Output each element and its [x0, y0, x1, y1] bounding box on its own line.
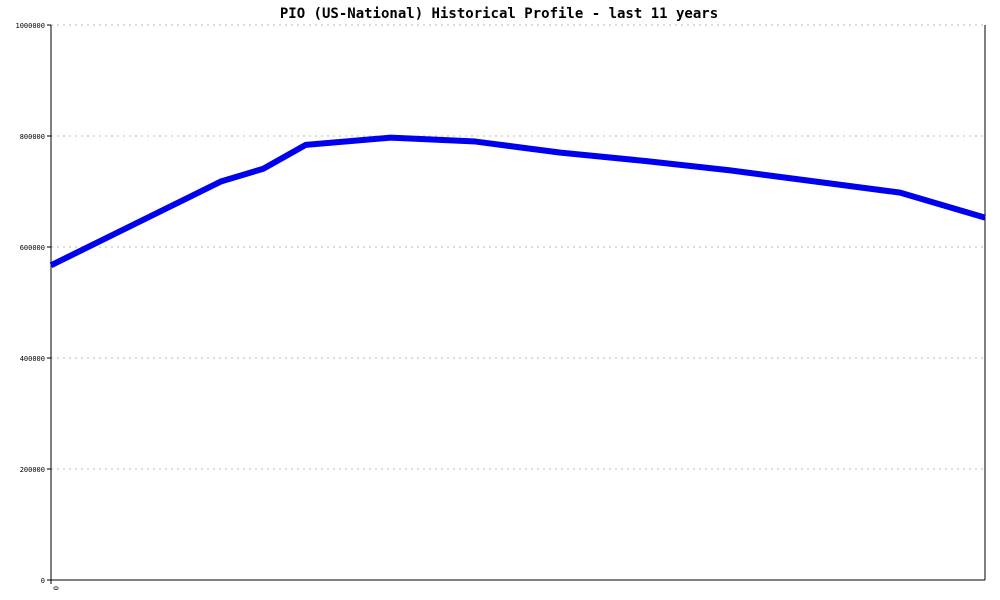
y-tick-label: 1000000	[15, 22, 45, 30]
series-line	[49, 134, 986, 269]
axes	[50, 25, 986, 581]
x-tick-labels: 0	[50, 580, 60, 590]
y-tick-labels: 0 200000 400000 600000 800000 1000000	[15, 22, 51, 585]
y-tick-label: 800000	[20, 133, 45, 141]
y-tick-label: 400000	[20, 355, 45, 363]
chart-title: PIO (US-National) Historical Profile - l…	[280, 6, 718, 22]
grid-lines	[51, 24, 985, 470]
y-tick-label: 200000	[20, 466, 45, 474]
y-tick-label: 600000	[20, 244, 45, 252]
x-tick-label: 0	[52, 586, 60, 590]
series-layer	[49, 134, 986, 269]
y-tick-label: 0	[41, 577, 45, 585]
